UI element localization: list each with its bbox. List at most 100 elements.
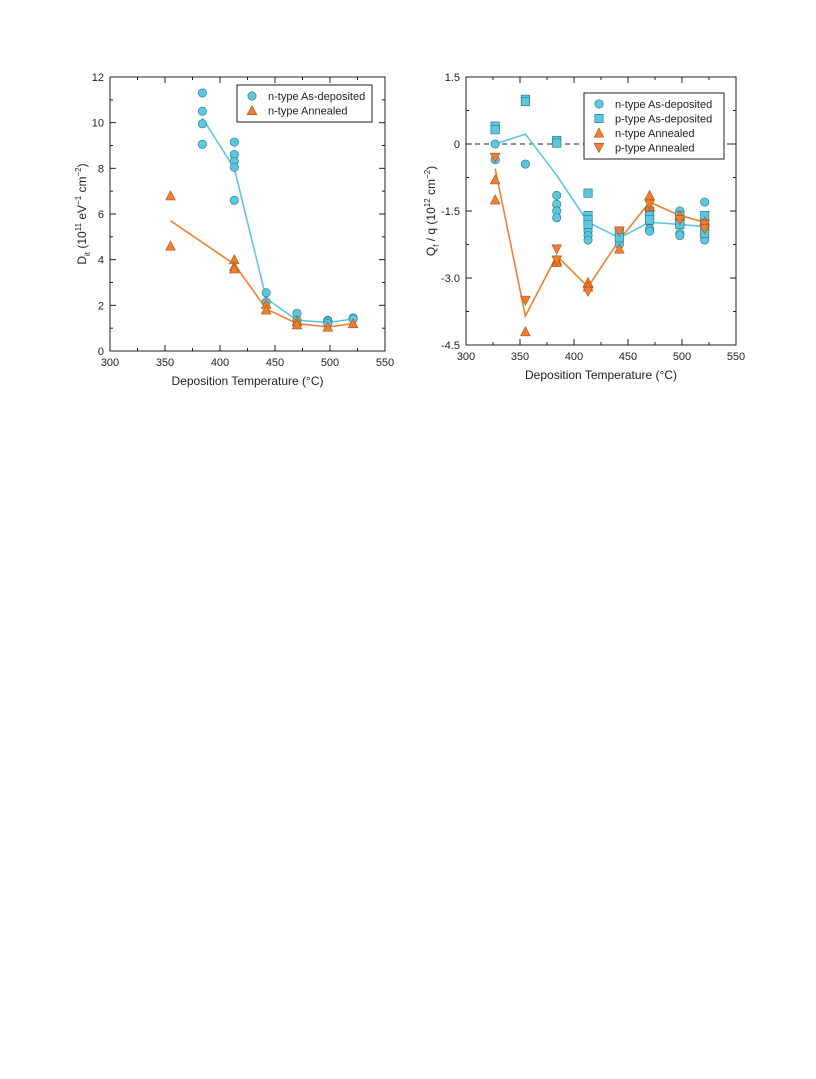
data-point bbox=[700, 197, 710, 207]
series-line-1 bbox=[494, 133, 705, 239]
data-point bbox=[229, 263, 240, 274]
data-point bbox=[322, 321, 334, 332]
ylabel-open: (10 bbox=[75, 231, 89, 252]
series-line-2 bbox=[170, 220, 354, 328]
data-point bbox=[644, 199, 655, 210]
series-1 bbox=[197, 88, 358, 330]
legend-label: n-type Annealed bbox=[615, 128, 695, 140]
legend-label: p-type As-deposited bbox=[615, 114, 712, 126]
x-axis-label: Deposition Temperature (°C) bbox=[525, 368, 677, 382]
data-point bbox=[645, 215, 655, 225]
series-3 bbox=[489, 174, 710, 337]
data-point bbox=[552, 213, 562, 223]
y-axis-label: Qf / q (1012 cm−2) bbox=[423, 166, 441, 256]
data-point bbox=[229, 162, 239, 172]
x-tick-label: 450 bbox=[619, 351, 637, 363]
data-point bbox=[490, 139, 500, 149]
data-point bbox=[551, 244, 563, 255]
y-tick-label: 0 bbox=[98, 346, 104, 358]
legend-label: p-type Annealed bbox=[615, 143, 695, 155]
data-point bbox=[674, 215, 686, 226]
y-axis-label-group: Qf / q (1012 cm−2) bbox=[423, 166, 441, 256]
y-axis-label: Dit (1011 eV−1 cm−2) bbox=[74, 163, 92, 264]
legend-label: n-type As-deposited bbox=[615, 99, 712, 111]
x-tick-label: 550 bbox=[727, 351, 745, 363]
data-point bbox=[197, 88, 207, 98]
data-point bbox=[552, 190, 562, 200]
data-point bbox=[644, 189, 655, 200]
data-point bbox=[614, 226, 625, 237]
x-tick-label: 300 bbox=[457, 351, 475, 363]
data-point bbox=[699, 224, 710, 235]
legend-marker bbox=[594, 99, 604, 109]
x-tick-label: 400 bbox=[211, 357, 229, 369]
data-point bbox=[583, 188, 593, 198]
x-tick-label: 500 bbox=[321, 357, 339, 369]
legend-marker bbox=[594, 114, 604, 124]
legend-label: n-type As-deposited bbox=[268, 91, 365, 103]
ylabel-sup2: −2 bbox=[423, 169, 432, 179]
data-point bbox=[197, 106, 207, 116]
x-tick-label: 400 bbox=[565, 351, 583, 363]
legend-box bbox=[236, 84, 373, 123]
data-point bbox=[520, 159, 530, 169]
ylabel-close: ) bbox=[75, 163, 89, 167]
y-tick-label: 0 bbox=[454, 139, 460, 151]
legend-marker bbox=[593, 127, 605, 138]
ylabel-sup3: −2 bbox=[74, 167, 83, 177]
legend-marker bbox=[246, 104, 258, 115]
data-point bbox=[520, 295, 531, 306]
y-tick-label: 8 bbox=[98, 163, 104, 175]
ylabel-mid: cm bbox=[424, 179, 438, 198]
legend-marker bbox=[247, 91, 257, 101]
ylabel-main: D bbox=[75, 256, 89, 265]
data-point bbox=[552, 138, 562, 148]
y-tick-label: -1.5 bbox=[441, 206, 460, 218]
y-tick-label: -3.0 bbox=[441, 273, 460, 285]
x-tick-label: 550 bbox=[376, 357, 394, 369]
chart-1: 300 350 400 450 500 550 0 2 4 6 8 10 12 Deposition Te… bbox=[74, 72, 394, 388]
data-point bbox=[229, 195, 239, 205]
data-point bbox=[489, 152, 501, 164]
legend-marker bbox=[593, 143, 605, 154]
legend-box bbox=[583, 92, 725, 160]
ylabel-sup1: 12 bbox=[423, 198, 432, 207]
x-tick-label: 350 bbox=[511, 351, 529, 363]
chart-2: 300 350 400 450 500 550 -4.5 -3.0 -1.5 0 1.5 Deposi… bbox=[423, 72, 745, 382]
ylabel-mid: eV bbox=[75, 205, 89, 223]
x-axis-label: Deposition Temperature (°C) bbox=[172, 374, 324, 388]
x-tick-label: 450 bbox=[266, 357, 284, 369]
ylabel-sub: it bbox=[83, 251, 92, 256]
data-point bbox=[347, 317, 359, 329]
data-point bbox=[261, 288, 271, 298]
data-point bbox=[582, 286, 594, 298]
data-point bbox=[675, 231, 685, 241]
y-tick-label: 12 bbox=[92, 72, 104, 84]
ylabel-main: Q bbox=[424, 247, 438, 256]
series-line-3 bbox=[494, 168, 705, 319]
x-tick-label: 500 bbox=[673, 351, 691, 363]
data-point bbox=[520, 325, 531, 337]
ylabel-sup1: 11 bbox=[74, 222, 83, 231]
data-point bbox=[583, 235, 593, 245]
series-4 bbox=[489, 152, 710, 306]
data-point bbox=[260, 304, 272, 315]
y-axis-label-group: Dit (1011 eV−1 cm−2) bbox=[74, 163, 92, 264]
data-point bbox=[489, 194, 501, 205]
x-tick-label: 300 bbox=[101, 357, 119, 369]
ylabel-sub: f bbox=[432, 244, 441, 247]
data-point bbox=[583, 219, 593, 229]
legend-label: n-type Annealed bbox=[268, 106, 348, 118]
ylabel-mid2: cm bbox=[75, 176, 89, 195]
data-point bbox=[490, 125, 500, 135]
y-tick-label: -4.5 bbox=[441, 340, 460, 352]
data-point bbox=[520, 97, 530, 107]
y-tick-label: 10 bbox=[92, 118, 104, 130]
ylabel-sup2: −1 bbox=[74, 195, 83, 205]
x-tick-label: 350 bbox=[156, 357, 174, 369]
data-point bbox=[197, 139, 207, 149]
data-point bbox=[165, 190, 176, 201]
data-point bbox=[291, 319, 303, 330]
ylabel-open: / q (10 bbox=[424, 207, 438, 245]
data-point bbox=[645, 226, 655, 236]
